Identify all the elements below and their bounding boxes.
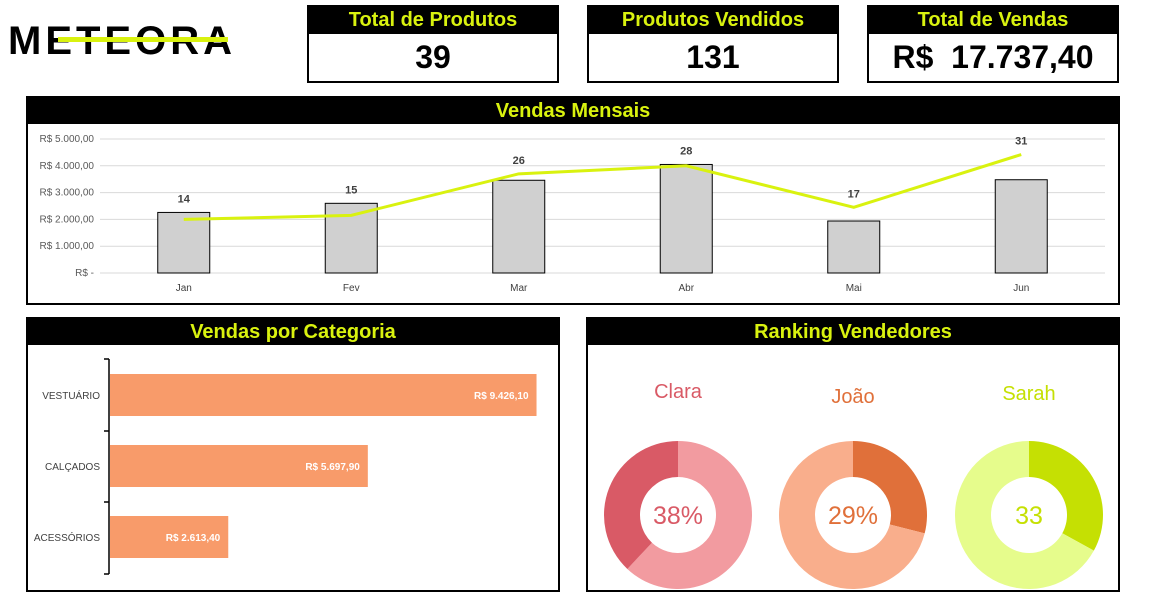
y-tick-label: R$ 3.000,00: [40, 188, 95, 199]
y-tick-label: R$ 4.000,00: [40, 161, 95, 172]
ranking-donuts: Clara 38% João 29% Sarah 33: [604, 381, 1103, 589]
x-tick-label: Mai: [846, 283, 862, 294]
seller-name: João: [831, 386, 874, 408]
bar: [994, 179, 1048, 274]
x-tick-label: Jun: [1013, 283, 1029, 294]
x-tick-label: Mar: [510, 283, 528, 294]
y-tick-label: R$ -: [75, 268, 94, 279]
chart-title: Vendas Mensais: [28, 98, 1118, 124]
kpi-title: Total de Produtos: [309, 7, 557, 34]
donut-remainder: [779, 441, 925, 589]
panel-ranking-vendedores: Ranking Vendedores Clara 38% João 29% Sarah 3…: [586, 317, 1120, 592]
kpi-value: R$ 17.737,40: [892, 39, 1094, 75]
chart-title: Vendas por Categoria: [28, 319, 558, 345]
category-label: VESTUÁRIO: [42, 389, 100, 402]
seller-name: Sarah: [1002, 383, 1055, 405]
data-label: 26: [513, 155, 525, 167]
bar: [659, 163, 713, 274]
category-label: CALÇADOS: [45, 462, 100, 473]
bar: [157, 211, 211, 274]
monthly-sales-chart: R$ - R$ 1.000,00 R$ 2.000,00 R$ 3.000,00 R$ …: [40, 134, 1105, 294]
donut-slice: [604, 441, 678, 569]
data-label: 17: [848, 188, 860, 200]
donut-remainder: [627, 441, 752, 589]
donut-label: 38%: [653, 502, 703, 530]
category-bar: [110, 374, 537, 416]
donut-slice: [853, 441, 927, 534]
kpi-total-vendas: Total de Vendas R$ 17.737,40: [867, 5, 1119, 83]
data-label: 15: [345, 184, 357, 196]
kpi-produtos-vendidos: Produtos Vendidos 131: [587, 5, 839, 83]
data-label: 28: [680, 145, 692, 157]
donut-slice: [1029, 441, 1103, 551]
kpi-value: 131: [686, 39, 740, 75]
data-label: 31: [1015, 136, 1027, 148]
donut-remainder: [955, 441, 1094, 589]
y-tick-label: R$ 5.000,00: [40, 134, 95, 145]
kpi-title: Total de Vendas: [869, 7, 1117, 34]
y-tick-label: R$ 1.000,00: [40, 241, 95, 252]
donut-label: 29%: [828, 502, 878, 530]
panel-vendas-mensais: Vendas Mensais R$ - R$ 1.000,00 R$ 2.000,0…: [26, 96, 1120, 305]
kpi-title: Produtos Vendidos: [589, 7, 837, 34]
bar: [492, 179, 546, 274]
x-tick-label: Fev: [343, 283, 360, 294]
x-tick-label: Abr: [678, 283, 694, 294]
category-bar: [110, 516, 229, 558]
kpi-total-produtos: Total de Produtos 39: [307, 5, 559, 83]
panel-vendas-categoria: Vendas por Categoria VESTUÁRIO R$ 9.426,1…: [26, 317, 560, 592]
category-sales-chart: VESTUÁRIO R$ 9.426,10 CALÇADOS R$ 5.697,90 A…: [34, 358, 537, 575]
bar: [827, 220, 881, 274]
chart-title: Ranking Vendedores: [588, 319, 1118, 345]
seller-name: Clara: [654, 381, 703, 403]
donut-label: 33: [1015, 502, 1043, 530]
data-label: R$ 5.697,90: [305, 462, 360, 473]
y-tick-label: R$ 2.000,00: [40, 214, 95, 225]
series-line: [183, 153, 1022, 221]
bar: [324, 202, 378, 274]
kpi-value: 39: [415, 39, 451, 75]
meteora-logo: METEORA: [8, 19, 232, 62]
x-tick-label: Jan: [176, 283, 192, 294]
category-bar: [110, 445, 368, 487]
category-label: ACESSÓRIOS: [34, 531, 100, 544]
data-label: R$ 2.613,40: [166, 533, 221, 544]
data-label: 14: [178, 193, 191, 205]
data-label: R$ 9.426,10: [474, 391, 529, 402]
